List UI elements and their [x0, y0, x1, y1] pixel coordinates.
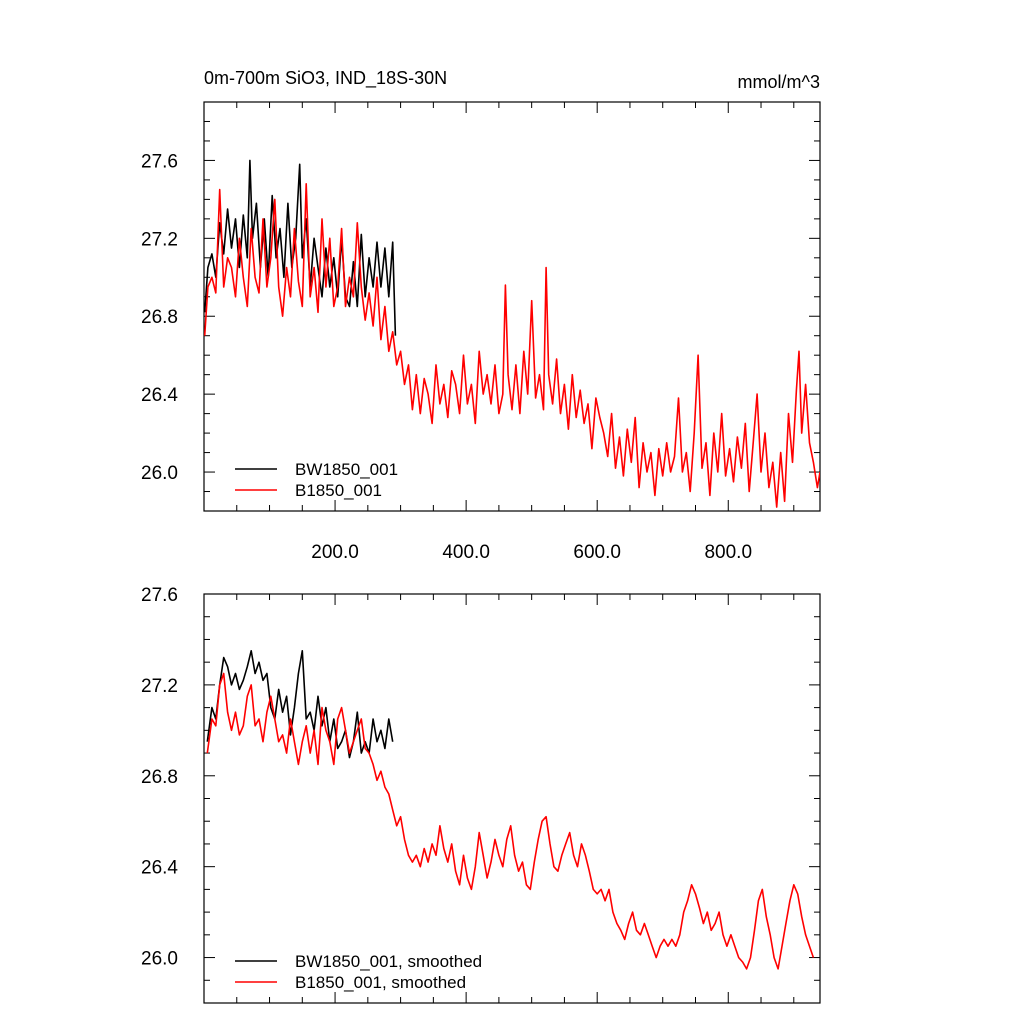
y-tick-label: 26.4	[141, 858, 178, 879]
top-chart-panel: 0m-700m SiO3, IND_18S-30N mmol/m^3 26.0 2…	[141, 68, 821, 563]
x-tick-label: 200.0	[311, 542, 359, 563]
series-line-b1850	[204, 183, 820, 508]
top-plot-frame	[203, 101, 821, 512]
y-tick-label: 27.2	[141, 229, 178, 250]
x-tick-label: 800.0	[704, 542, 752, 563]
bottom-chart-panel: 26.0 26.4 26.8 27.2 27.6 BW1850_001, smoothed…	[141, 585, 821, 1004]
bottom-plot-frame	[203, 593, 821, 1004]
legend-label: BW1850_001	[295, 460, 398, 479]
series-line-bw1850	[204, 159, 397, 336]
y-tick-label: 26.0	[141, 463, 178, 484]
legend-label: B1850_001	[295, 481, 382, 500]
y-tick-label: 27.6	[141, 151, 178, 172]
y-tick-label: 26.8	[141, 767, 178, 788]
top-chart-units: mmol/m^3	[738, 72, 820, 92]
series-line-bw1850	[206, 650, 394, 759]
y-tick-label: 27.6	[141, 585, 178, 606]
y-tick-label: 27.2	[141, 676, 178, 697]
y-tick-label: 26.4	[141, 385, 178, 406]
legend-label: BW1850_001, smoothed	[295, 952, 482, 971]
series-line-b1850	[206, 672, 815, 970]
legend-label: B1850_001, smoothed	[295, 973, 466, 992]
y-tick-label: 26.8	[141, 307, 178, 328]
x-tick-label: 600.0	[573, 542, 621, 563]
x-tick-label: 400.0	[442, 542, 490, 563]
y-tick-label: 26.0	[141, 949, 178, 970]
top-chart-title: 0m-700m SiO3, IND_18S-30N	[204, 68, 447, 89]
